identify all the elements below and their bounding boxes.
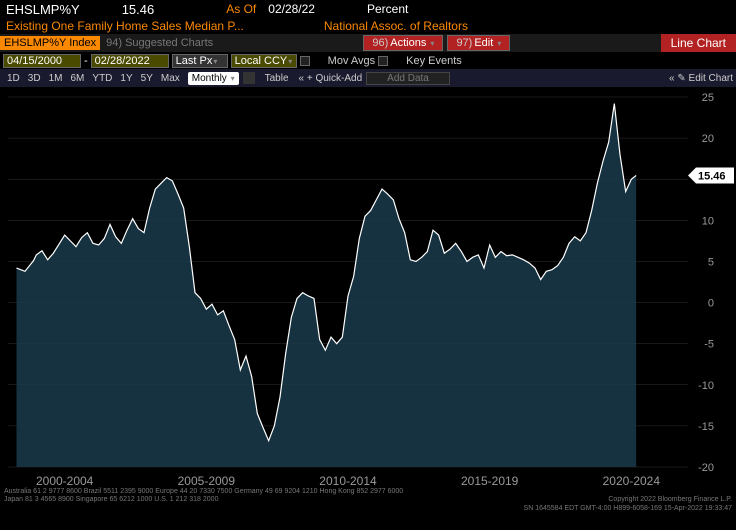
chart-area[interactable]: -20-15-10-505101520252000-20042005-20092… (0, 87, 736, 515)
svg-text:15.46: 15.46 (698, 170, 726, 182)
source: National Assoc. of Realtors (324, 19, 468, 33)
chart-type-icon[interactable] (243, 72, 255, 84)
chevron-down-icon: ▾ (430, 39, 434, 48)
actions-button[interactable]: 96)Actions ▾ (363, 35, 443, 51)
svg-text:-15: -15 (698, 421, 714, 433)
price-value: 15.46 (122, 2, 155, 17)
key-events-label[interactable]: Key Events (406, 55, 462, 67)
params-row: 04/15/2000 - 02/28/2022 Last Px▾ Local C… (0, 52, 736, 69)
ccy-field[interactable]: Local CCY▾ (231, 54, 297, 68)
svg-text:25: 25 (702, 92, 714, 104)
ticker-badge[interactable]: EHSLMP%Y Index (0, 36, 100, 50)
description-row: Existing One Family Home Sales Median P.… (0, 18, 736, 34)
svg-text:0: 0 (708, 298, 714, 310)
description: Existing One Family Home Sales Median P.… (6, 19, 244, 33)
svg-text:5: 5 (708, 256, 714, 268)
asof-date: 02/28/22 (268, 2, 315, 16)
actions-row: EHSLMP%Y Index 94) Suggested Charts 96)A… (0, 34, 736, 52)
svg-text:20: 20 (702, 133, 714, 145)
footer: Australia 61 2 9777 8600 Brazil 5511 239… (0, 488, 736, 513)
table-toggle[interactable]: Table (265, 73, 289, 84)
mov-avgs-label[interactable]: Mov Avgs (328, 55, 376, 67)
svg-text:-5: -5 (704, 339, 714, 351)
range-ytd[interactable]: YTD (88, 72, 116, 85)
key-events-checkbox[interactable] (378, 56, 388, 66)
mov-avgs-checkbox[interactable] (300, 56, 310, 66)
range-1m[interactable]: 1M (45, 72, 67, 85)
range-monthly[interactable]: Monthly ▾ (188, 72, 239, 85)
svg-text:2015-2019: 2015-2019 (461, 474, 519, 488)
chevron-down-icon: ▾ (497, 39, 501, 48)
svg-text:2020-2024: 2020-2024 (603, 474, 661, 488)
chart-type-label[interactable]: Line Chart (661, 34, 736, 52)
last-px-field[interactable]: Last Px▾ (172, 54, 228, 68)
svg-text:2010-2014: 2010-2014 (319, 474, 377, 488)
quick-add-button[interactable]: « + Quick-Add (299, 73, 363, 84)
svg-text:10: 10 (702, 215, 714, 227)
edit-chart-button[interactable]: « ✎ Edit Chart (669, 73, 733, 84)
unit-label: Percent (367, 2, 408, 16)
svg-text:-10: -10 (698, 380, 714, 392)
range-row: 1D3D1M6MYTD1Y5YMax Monthly ▾ Table « + Q… (0, 69, 736, 87)
edit-button[interactable]: 97)Edit ▾ (447, 35, 510, 51)
range-6m[interactable]: 6M (67, 72, 89, 85)
date-end-field[interactable]: 02/28/2022 (91, 54, 169, 68)
top-row: EHSLMP%Y 15.46 As Of 02/28/22 Percent (0, 0, 736, 18)
ticker: EHSLMP%Y (6, 2, 80, 17)
asof-label: As Of (226, 2, 256, 16)
range-5y[interactable]: 5Y (137, 72, 157, 85)
range-1d[interactable]: 1D (3, 72, 24, 85)
svg-text:-20: -20 (698, 462, 714, 474)
range-3d[interactable]: 3D (24, 72, 45, 85)
svg-text:2005-2009: 2005-2009 (178, 474, 236, 488)
range-max[interactable]: Max (157, 72, 184, 85)
suggested-charts[interactable]: 94) Suggested Charts (106, 37, 213, 49)
date-start-field[interactable]: 04/15/2000 (3, 54, 81, 68)
svg-text:2000-2004: 2000-2004 (36, 474, 94, 488)
add-data-field[interactable]: Add Data (366, 72, 450, 85)
range-1y[interactable]: 1Y (116, 72, 136, 85)
